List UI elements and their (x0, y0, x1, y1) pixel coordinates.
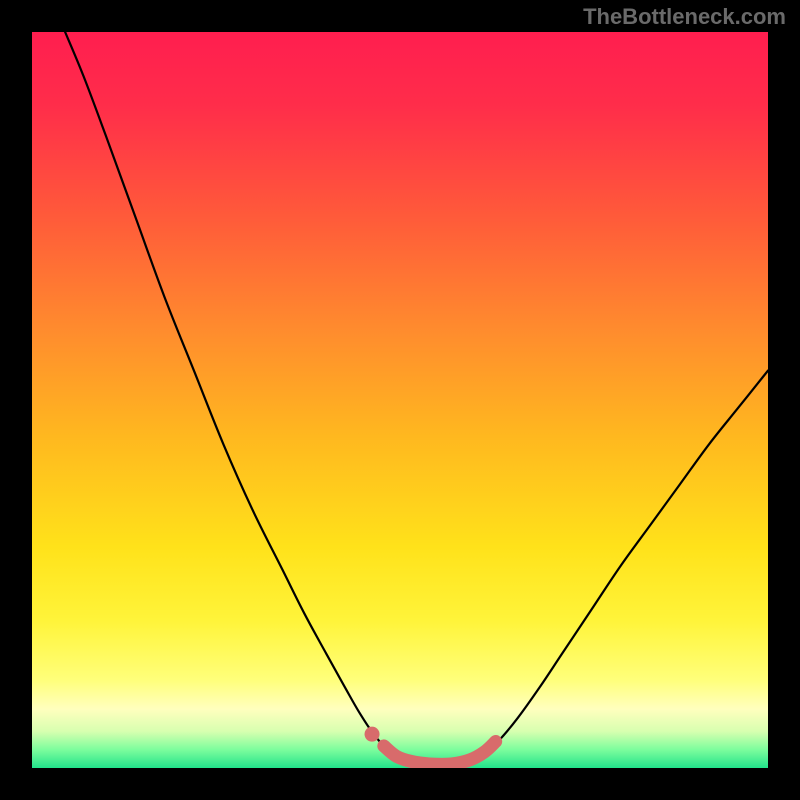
chart-svg (32, 32, 768, 768)
overlay-dot (365, 727, 380, 742)
plot-area (32, 32, 768, 768)
watermark-text: TheBottleneck.com (583, 4, 786, 30)
gradient-background (32, 32, 768, 768)
figure-container: TheBottleneck.com (0, 0, 800, 800)
